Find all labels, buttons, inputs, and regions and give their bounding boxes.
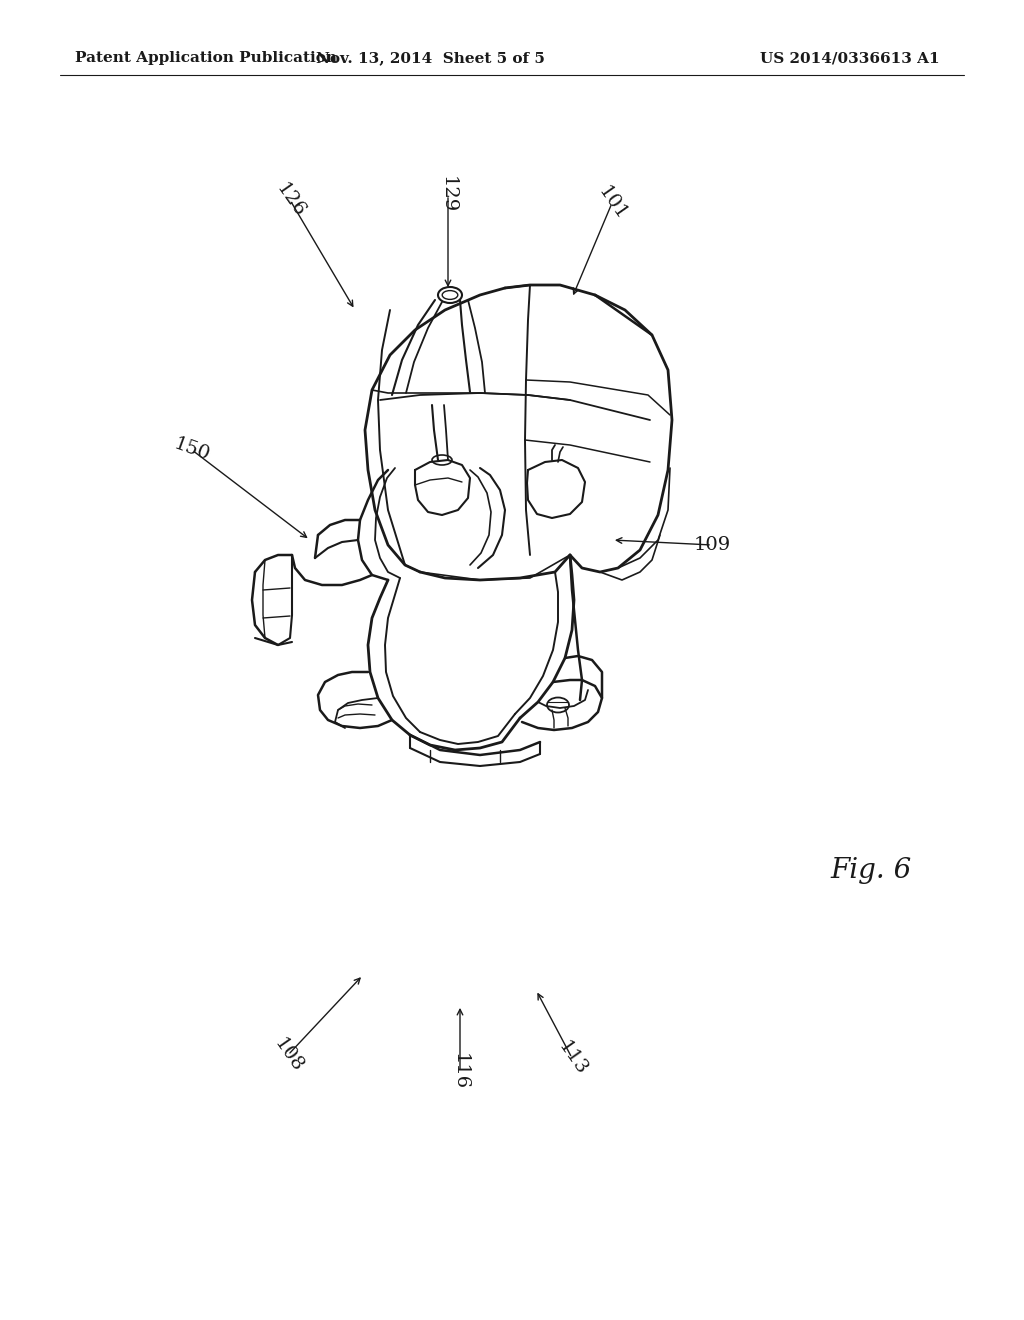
Text: Nov. 13, 2014  Sheet 5 of 5: Nov. 13, 2014 Sheet 5 of 5 xyxy=(315,51,545,65)
Text: US 2014/0336613 A1: US 2014/0336613 A1 xyxy=(760,51,940,65)
Text: 126: 126 xyxy=(272,180,308,220)
Text: Fig. 6: Fig. 6 xyxy=(830,857,911,883)
Text: 116: 116 xyxy=(451,1053,469,1090)
Text: 129: 129 xyxy=(439,177,457,214)
Text: 113: 113 xyxy=(554,1038,590,1078)
Text: Patent Application Publication: Patent Application Publication xyxy=(75,51,337,65)
Text: 108: 108 xyxy=(270,1035,306,1076)
Text: 150: 150 xyxy=(171,436,213,465)
Text: 101: 101 xyxy=(594,182,630,223)
Text: 109: 109 xyxy=(693,536,731,554)
